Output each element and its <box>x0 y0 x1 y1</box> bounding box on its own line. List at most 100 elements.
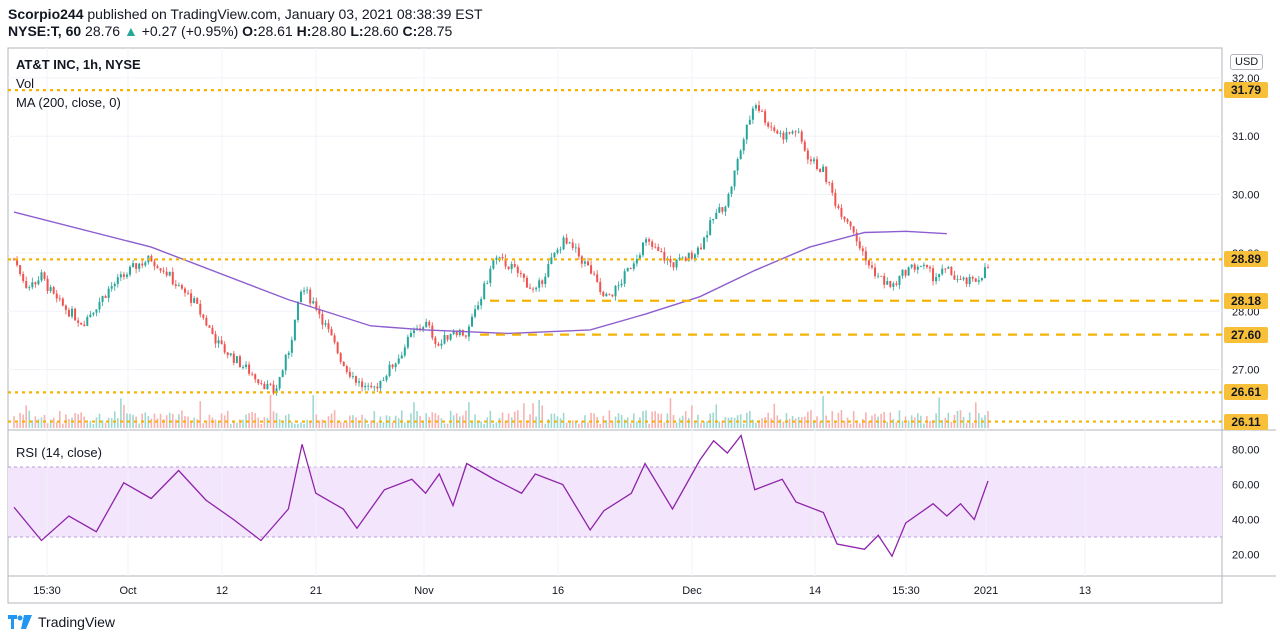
volume-bar <box>642 411 644 428</box>
candle-body <box>809 159 812 162</box>
volume-bar <box>223 415 226 428</box>
volume-bar <box>739 414 742 428</box>
volume-bar <box>501 412 504 428</box>
rsi-legend: RSI (14, close) <box>16 445 102 460</box>
volume-bar <box>404 422 406 428</box>
volume-bar <box>855 422 858 428</box>
candle-body <box>412 330 415 333</box>
candle-body <box>880 275 883 277</box>
candle-body <box>361 381 364 388</box>
candle-body <box>266 383 269 390</box>
volume-bar <box>120 398 122 428</box>
candle-body <box>74 308 77 321</box>
candle-body <box>587 261 590 266</box>
candle-body <box>321 314 324 325</box>
candle-body <box>550 257 553 264</box>
volume-bar <box>813 420 815 428</box>
candle-body <box>794 131 797 133</box>
candle-body <box>489 268 492 283</box>
price-change: +0.27 (+0.95%) <box>141 23 239 39</box>
volume-bar <box>462 415 464 428</box>
volume-bar <box>837 412 840 428</box>
candle-body <box>895 283 898 285</box>
candle-body <box>742 139 745 151</box>
time-tick-label: 16 <box>552 585 564 597</box>
candle-body <box>962 277 965 280</box>
volume-bar <box>346 422 348 428</box>
volume-bar <box>233 420 235 428</box>
candle-body <box>669 259 672 263</box>
volume-bar <box>947 412 950 428</box>
volume-bar <box>28 410 31 428</box>
volume-bar <box>407 421 409 428</box>
volume-bar <box>974 402 977 428</box>
volume-bar <box>318 420 321 428</box>
candle-body <box>562 237 565 250</box>
candle-body <box>40 272 43 281</box>
candle-body <box>849 221 852 227</box>
candle-body <box>199 303 202 315</box>
volume-bar <box>468 402 470 428</box>
candle-body <box>263 383 266 390</box>
volume-bar <box>443 423 446 428</box>
candle-body <box>571 242 574 248</box>
candle-body <box>480 299 483 306</box>
volume-bar <box>202 423 205 428</box>
currency-label[interactable]: USD <box>1230 54 1264 70</box>
candle-body <box>773 127 776 131</box>
candle-body <box>474 309 477 317</box>
candle-body <box>858 241 861 249</box>
volume-bar <box>568 421 571 428</box>
candle-body <box>715 212 718 220</box>
candle-body <box>892 283 895 287</box>
volume-bar <box>333 410 336 428</box>
volume-bar <box>321 419 324 428</box>
candle-body <box>577 247 580 257</box>
candle-body <box>758 105 761 111</box>
volume-bar <box>257 417 260 428</box>
level-price-label: 28.89 <box>1224 251 1268 268</box>
volume-bar <box>80 412 82 428</box>
candle-body <box>928 267 931 269</box>
time-tick-label: Dec <box>682 585 702 597</box>
candle-body <box>55 293 58 299</box>
candle-body <box>205 317 208 326</box>
candle-body <box>257 379 260 384</box>
candle-body <box>925 264 928 268</box>
candle-body <box>693 254 696 259</box>
volume-bar <box>229 423 232 428</box>
candle-body <box>935 277 938 282</box>
candle-body <box>800 131 803 142</box>
volume-bar <box>965 423 968 428</box>
volume-bar <box>272 411 275 428</box>
volume-bar <box>620 414 623 428</box>
candle-body <box>287 352 290 355</box>
volume-bar <box>34 416 37 428</box>
candle-body <box>950 267 953 276</box>
volume-bar <box>770 418 773 428</box>
publisher-name[interactable]: Scorpio244 <box>8 6 84 22</box>
volume-bar <box>645 410 647 428</box>
candle-body <box>434 337 437 344</box>
volume-bar <box>382 422 385 428</box>
candle-body <box>596 274 599 282</box>
tradingview-footer[interactable]: TradingView <box>8 614 115 630</box>
candle-body <box>565 237 568 244</box>
candle-body <box>132 263 135 267</box>
candle-body <box>580 256 583 264</box>
candle-body <box>898 275 901 285</box>
volume-bar <box>260 423 263 428</box>
candle-body <box>141 263 144 266</box>
volume-bar <box>49 419 52 428</box>
tradingview-brand: TradingView <box>38 614 116 630</box>
volume-bar <box>132 414 134 428</box>
volume-bar <box>342 422 345 428</box>
volume-bar <box>211 417 214 428</box>
volume-bar <box>669 398 672 428</box>
volume-bar <box>498 417 501 428</box>
volume-bar <box>941 419 944 428</box>
candle-body <box>791 131 794 134</box>
volume-bar <box>275 412 278 428</box>
volume-bar <box>742 423 745 428</box>
